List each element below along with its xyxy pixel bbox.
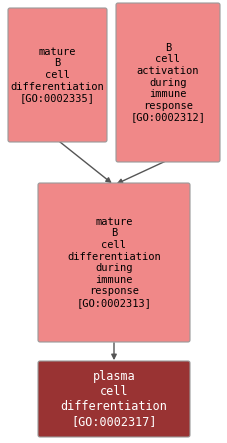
Text: mature
B
cell
differentiation
[GO:0002335]: mature B cell differentiation [GO:000233…: [11, 47, 104, 103]
Text: B
cell
activation
during
immune
response
[GO:0002312]: B cell activation during immune response…: [130, 43, 205, 122]
FancyBboxPatch shape: [38, 361, 189, 437]
FancyBboxPatch shape: [38, 183, 189, 342]
Text: plasma
cell
differentiation
[GO:0002317]: plasma cell differentiation [GO:0002317]: [60, 370, 167, 428]
FancyBboxPatch shape: [8, 8, 106, 142]
Text: mature
B
cell
differentiation
during
immune
response
[GO:0002313]: mature B cell differentiation during imm…: [67, 217, 160, 308]
FancyBboxPatch shape: [116, 3, 219, 162]
